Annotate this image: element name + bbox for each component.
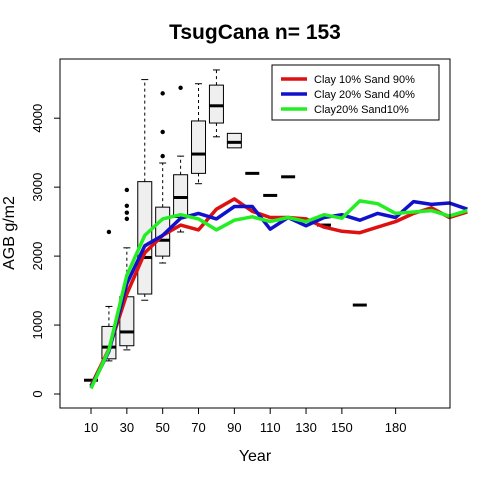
box-iqr — [226, 132, 242, 149]
y-axis: 0 1000 2000 3000 4000 — [30, 104, 60, 398]
x-tick-label: 180 — [385, 420, 407, 435]
y-tick-label: 3000 — [30, 173, 45, 202]
boxplot — [119, 187, 135, 351]
x-tick-label: 130 — [295, 420, 317, 435]
outlier-point — [124, 187, 130, 193]
x-tick-label: 50 — [155, 420, 169, 435]
outlier-point — [160, 153, 165, 159]
boxplot — [226, 132, 242, 149]
x-tick-label: 90 — [227, 420, 241, 435]
outlier-point — [160, 91, 165, 96]
outlier-point — [106, 229, 112, 235]
boxplot — [101, 229, 117, 362]
legend: Clay 10% Sand 90% Clay 20% Sand 40% Clay20… — [271, 64, 440, 121]
chart-title: TsugCana n= 153 — [169, 21, 341, 44]
outlier-point — [124, 203, 130, 208]
boxplot — [173, 85, 189, 233]
x-tick-label: 150 — [331, 420, 353, 435]
outlier-point — [124, 210, 130, 215]
x-axis-label: Year — [239, 448, 272, 465]
series-line — [89, 199, 468, 388]
x-tick-label: 70 — [191, 420, 205, 435]
y-tick-label: 4000 — [30, 104, 45, 133]
series-lines — [89, 197, 468, 390]
boxplot — [208, 69, 224, 138]
outlier-point — [124, 216, 130, 222]
legend-entry: Clay 20% Sand 40% — [314, 89, 415, 101]
outlier-point — [178, 85, 183, 91]
y-tick-label: 0 — [30, 390, 45, 397]
x-axis: 10 30 50 70 90 110 130 150 180 — [84, 407, 407, 435]
x-tick-label: 110 — [260, 420, 281, 435]
outlier-point — [160, 129, 165, 135]
box-iqr — [191, 120, 207, 174]
legend-entry: Clay 10% Sand 90% — [314, 74, 415, 86]
series-line — [89, 199, 468, 390]
x-tick-label: 10 — [84, 420, 98, 435]
series-line — [89, 197, 468, 387]
legend-entry: Clay20% Sand10% — [314, 104, 409, 116]
boxplot — [191, 83, 207, 185]
box-iqr — [208, 84, 224, 124]
y-axis-label: AGB g/m2 — [1, 196, 18, 270]
y-tick-label: 1000 — [30, 311, 45, 340]
y-tick-label: 2000 — [30, 242, 45, 271]
x-tick-label: 30 — [120, 420, 134, 435]
